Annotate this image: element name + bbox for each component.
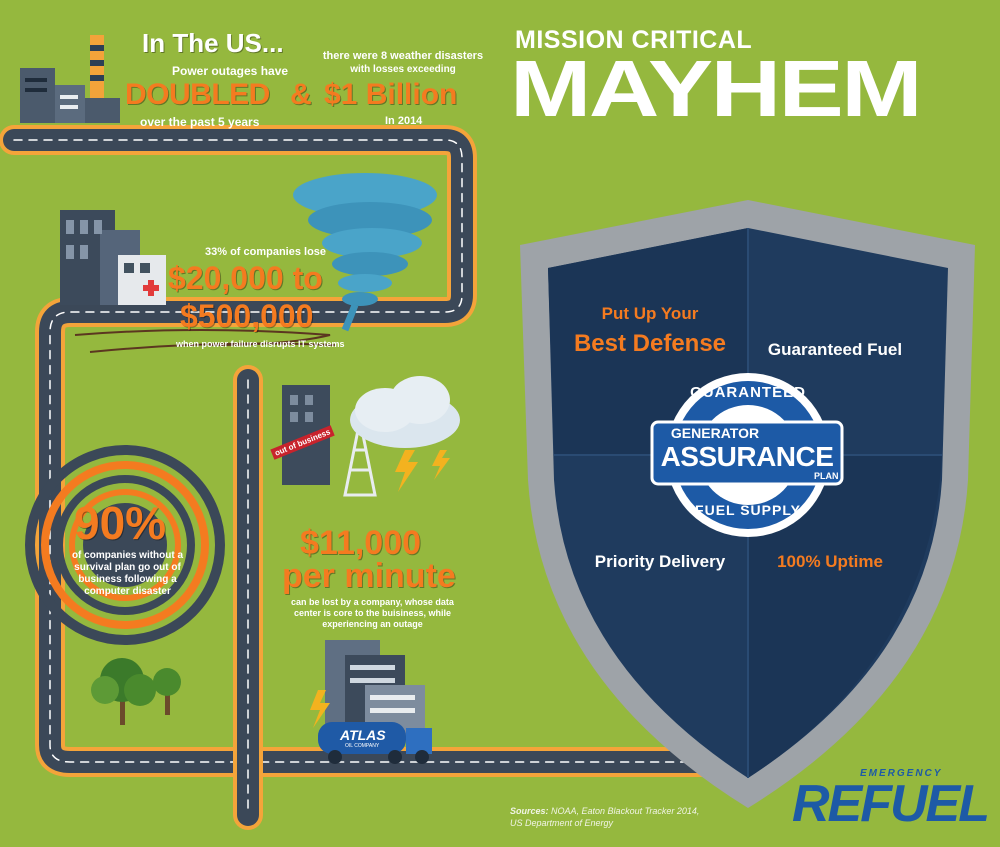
shield-q1-line2: Best Defense bbox=[573, 330, 727, 357]
weather-year: In 2014 bbox=[385, 115, 423, 127]
sources-text: NOAA, Eaton Blackout Tracker 2014, bbox=[551, 806, 700, 816]
data-center-icon bbox=[310, 640, 425, 735]
ninety-caption: of companies without a survival plan go … bbox=[71, 550, 184, 597]
loss-caption: when power failure disrupts IT systems bbox=[176, 339, 345, 349]
shield-q2: Guaranteed Fuel bbox=[767, 340, 903, 359]
fuel-truck-icon bbox=[318, 722, 432, 764]
truck-sub: OIL COMPANY bbox=[345, 743, 380, 749]
mission-critical: MISSION CRITICAL bbox=[515, 26, 753, 54]
weather-line2: with losses exceeding bbox=[350, 64, 456, 75]
factory-icon bbox=[20, 35, 120, 123]
logo-emergency: EMERGENCY bbox=[860, 768, 943, 779]
shield-q3: Priority Delivery bbox=[594, 552, 726, 571]
per-minute-amount: $11,000 bbox=[300, 524, 422, 562]
weather-line1: there were 8 weather disasters bbox=[322, 50, 484, 62]
trees-icon bbox=[91, 658, 181, 725]
sources-line1: Sources: NOAA, Eaton Blackout Tracker 20… bbox=[510, 806, 699, 816]
shield-q4: 100% Uptime bbox=[777, 552, 883, 571]
shield-q1-line1: Put Up Your bbox=[601, 304, 699, 323]
badge-generator: GENERATOR bbox=[670, 425, 760, 441]
assurance-badge-icon bbox=[650, 373, 844, 537]
per-minute-caption: can be lost by a company, whose data cen… bbox=[291, 597, 454, 629]
companies-pct: 33% of companies lose bbox=[205, 246, 327, 258]
spiral-icon bbox=[25, 445, 225, 645]
ninety-pct: 90% bbox=[74, 497, 167, 549]
tornado-icon bbox=[74, 173, 437, 353]
billion-text: $1 Billion bbox=[324, 78, 458, 111]
badge-assurance: ASSURANCE bbox=[660, 441, 834, 472]
badge-plan: PLAN bbox=[814, 471, 839, 481]
mayhem-title: MAYHEM bbox=[510, 44, 923, 133]
road bbox=[0, 125, 740, 830]
refuel-logo: REFUEL bbox=[792, 775, 990, 833]
us-title: In The US... bbox=[142, 28, 284, 58]
per-minute-label: per minute bbox=[282, 557, 456, 595]
sources-line2: US Department of Energy bbox=[510, 818, 614, 828]
sources-label: Sources: bbox=[510, 806, 549, 816]
doubled-text: DOUBLED bbox=[125, 78, 270, 111]
outage-pre: Power outages have bbox=[172, 64, 289, 78]
ampersand: & bbox=[290, 78, 312, 111]
truck-brand: ATLAS bbox=[340, 727, 386, 743]
outage-post: over the past 5 years bbox=[140, 115, 260, 129]
loss-range-line1: $20,000 to bbox=[168, 260, 323, 296]
hospital-buildings-icon bbox=[60, 210, 166, 305]
loss-range-line2: $500,000 bbox=[180, 298, 314, 334]
badge-top-text: GUARANTEED bbox=[690, 384, 806, 401]
badge-bottom-text: FUEL SUPPLY bbox=[695, 502, 801, 518]
